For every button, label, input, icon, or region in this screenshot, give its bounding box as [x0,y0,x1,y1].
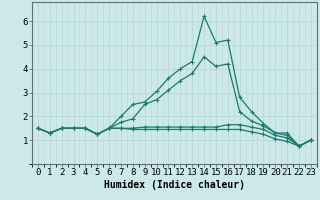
X-axis label: Humidex (Indice chaleur): Humidex (Indice chaleur) [104,180,245,190]
